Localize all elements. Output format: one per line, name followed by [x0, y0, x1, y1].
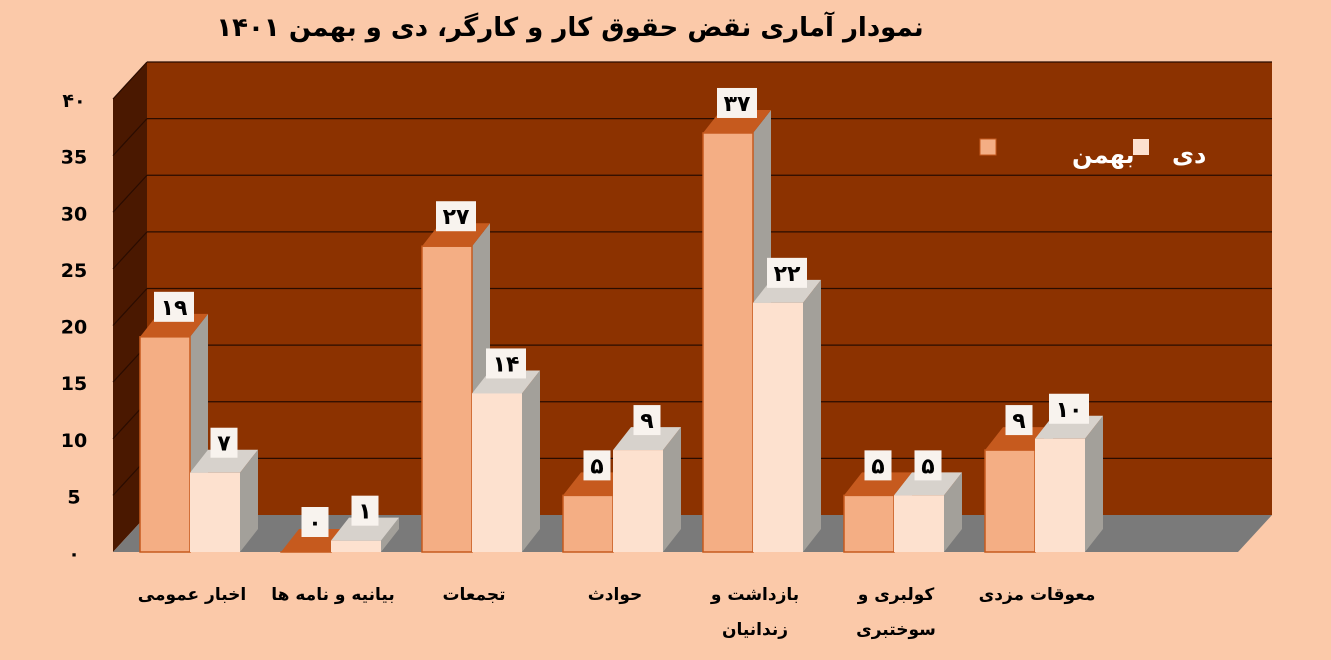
data-label: ۲۲	[774, 262, 801, 287]
bar	[894, 495, 944, 552]
bar-side	[944, 472, 962, 552]
data-label: ۵	[921, 454, 934, 479]
bar-top	[613, 427, 681, 451]
y-tick-label: 20	[61, 317, 87, 339]
bar-side	[381, 517, 399, 552]
legend-label: بهمن	[1072, 141, 1135, 169]
data-label: ۱۴	[493, 352, 520, 377]
bar	[331, 540, 381, 552]
category-label-line: حوادث	[588, 585, 643, 605]
bar-side	[1085, 415, 1103, 552]
y-tick-label: 15	[61, 373, 87, 395]
bar	[753, 302, 803, 552]
legend-swatch	[979, 138, 997, 156]
category-label-line: سوختبری	[856, 620, 936, 640]
category-label: معوقات مزدی	[979, 585, 1096, 605]
plot-floor	[113, 515, 1272, 552]
category-label-line: بیانیه و نامه ها	[271, 585, 394, 605]
bar-top	[331, 517, 399, 541]
data-label-box	[633, 405, 661, 436]
bar-side	[240, 449, 258, 552]
bar-top	[190, 449, 258, 473]
data-label-box	[154, 291, 194, 322]
legend: بهمن دی	[979, 138, 1206, 169]
y-axis: ۰ 5 10 15 20 25 30 35 ۴۰	[61, 90, 87, 565]
data-label: ۹	[1012, 409, 1025, 434]
category-label-line: زندانیان	[722, 620, 788, 640]
data-label: ۷	[217, 432, 231, 457]
category-label-line: تجمعات	[442, 585, 505, 605]
bar-side	[522, 370, 540, 552]
data-label-box	[351, 495, 379, 526]
bar-side	[663, 427, 681, 552]
data-label-box	[583, 450, 611, 481]
grid-line-side	[112, 231, 148, 270]
data-label-box	[210, 427, 238, 458]
bar	[613, 450, 663, 552]
data-label: ۱	[358, 500, 371, 525]
legend-swatch	[1133, 139, 1149, 155]
y-tick-label: 10	[61, 430, 87, 452]
data-label-box	[1005, 405, 1033, 436]
bar-top	[894, 472, 962, 496]
data-label-box	[864, 450, 892, 481]
data-label: ۱۹	[161, 296, 188, 321]
bar	[190, 472, 240, 552]
data-label: ۰	[308, 511, 321, 536]
data-labels: ۱۹ ۷ ۰ ۱ ۲۷ ۱۴ ۵ ۹ ۳۷ ۲۲ ۵ ۵ ۹ ۱۰	[154, 87, 1089, 537]
data-label: ۲۷	[443, 205, 470, 230]
bar	[1035, 438, 1085, 552]
y-tick-label: 5	[67, 486, 80, 508]
data-label: ۵	[590, 454, 603, 479]
y-tick-label: ۰	[68, 543, 80, 565]
y-tick-label: 25	[61, 260, 87, 282]
grid-line-side	[112, 174, 148, 213]
category-label: اخبار عمومی	[138, 585, 247, 605]
legend-label: دی	[1172, 141, 1206, 169]
bar	[472, 393, 522, 552]
bar-side	[803, 279, 821, 552]
y-tick-label: ۴۰	[62, 90, 85, 112]
data-label: ۱۰	[1056, 398, 1083, 423]
bar	[702, 132, 754, 553]
category-label-line: معوقات مزدی	[979, 585, 1096, 605]
category-label: بیانیه و نامه ها	[271, 585, 394, 605]
category-label: حوادث	[588, 585, 643, 605]
category-label: کولبری و سوختبری	[856, 585, 936, 640]
category-label: تجمعات	[442, 585, 505, 605]
data-label-box	[914, 450, 942, 481]
category-label: بازداشت و زندانیان	[710, 585, 799, 640]
category-label-line: اخبار عمومی	[138, 585, 247, 605]
grid-line-side	[112, 118, 148, 157]
data-label-box	[717, 87, 757, 118]
data-label: ۹	[640, 409, 653, 434]
bar	[843, 494, 895, 553]
chart-title: نمودار آماری نقض حقوق کار و کارگر، دی و …	[216, 11, 923, 43]
y-tick-label: 35	[61, 147, 87, 169]
data-label: ۳۷	[724, 92, 751, 117]
bar	[421, 245, 473, 553]
grid-line-side	[112, 288, 148, 326]
data-label-box	[767, 257, 807, 288]
grid-line-side	[112, 61, 148, 100]
data-label: ۵	[871, 454, 884, 479]
bar	[139, 336, 191, 553]
category-label-line: بازداشت و	[710, 585, 799, 605]
category-label-line: کولبری و	[857, 585, 935, 605]
bars	[139, 109, 1103, 553]
data-label-box	[436, 201, 476, 232]
data-label-box	[486, 348, 526, 379]
data-label-box	[1049, 393, 1089, 424]
bar	[984, 449, 1036, 553]
x-axis: اخبار عمومی بیانیه و نامه ها تجمعات حوادث با…	[138, 585, 1096, 640]
bar-top	[844, 472, 912, 496]
y-tick-label: 30	[61, 203, 87, 225]
bar	[562, 494, 614, 553]
data-label-box	[301, 507, 329, 537]
